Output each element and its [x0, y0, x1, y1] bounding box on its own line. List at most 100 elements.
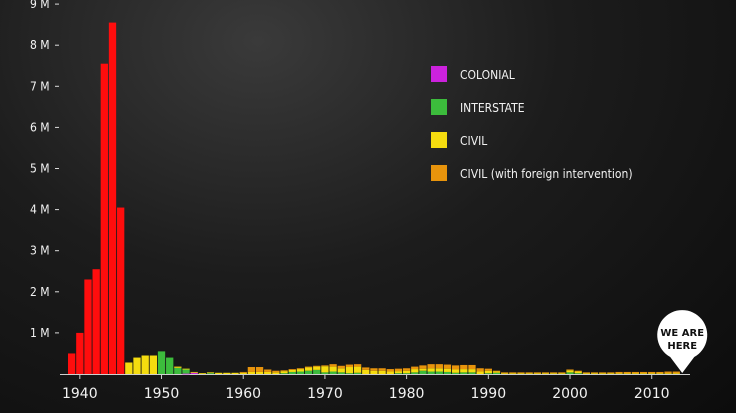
x-tick-label: 1980 — [389, 386, 425, 402]
bar-segment-civil-1962 — [255, 371, 264, 374]
x-tick-label: 1940 — [62, 386, 98, 402]
bar-segment-civil-1964 — [272, 372, 280, 374]
bar-segment-civil-1986 — [451, 369, 460, 373]
y-tick-label: 1 M — [30, 326, 50, 340]
bar-segment-civil-1996 — [533, 373, 541, 374]
bar-segment-civil-1970 — [321, 366, 329, 373]
bar-segment-civil-foreign-1991 — [492, 370, 501, 372]
bar-segment-civil-foreign-1997 — [541, 372, 550, 374]
bar-segment-interstate-1969 — [313, 369, 321, 374]
bar-segment-civil-foreign-1975 — [362, 367, 370, 370]
bar-segment-civil-1958 — [223, 372, 231, 374]
bar-segment-interstate-1986 — [451, 372, 460, 374]
bar-segment-interstate-1965 — [280, 373, 288, 374]
legend-label: COLONIAL — [460, 68, 515, 82]
bar-segment-civil-foreign-2001 — [574, 370, 582, 372]
bar-segment-civil-foreign-1987 — [460, 364, 468, 370]
bar-segment-interstate-2000 — [566, 372, 574, 374]
bar-segment-civil-1985 — [443, 368, 452, 372]
bar-segment-civil-1961 — [247, 371, 256, 374]
bar-segment-civil-foreign-1971 — [329, 364, 337, 367]
bar-segment-colonial-1953 — [182, 373, 190, 375]
bar-segment-civil-1960 — [239, 372, 247, 374]
y-tick-label: 9 M — [30, 0, 50, 11]
bar-segment-civil-2011 — [656, 373, 664, 374]
bar-segment-civil-foreign-1976 — [370, 368, 378, 371]
bar-segment-civil-1947 — [133, 357, 141, 374]
bar-segment-interstate-1987 — [460, 372, 468, 374]
bar-segment-civil-2006 — [615, 373, 623, 374]
bar-segment-civil-foreign-1978 — [386, 369, 394, 372]
x-tick-label: 1960 — [225, 386, 261, 402]
bar-segment-civil-foreign-1988 — [468, 364, 476, 370]
x-axis: 1940 1950 1960 1970 1980 1990 2000 2010 — [60, 374, 690, 402]
y-tick-label: 4 M — [30, 203, 50, 217]
bar-segment-civil-1973 — [345, 367, 354, 374]
bar-segment-civil-foreign-2002 — [582, 372, 591, 374]
y-tick-label: 5 M — [30, 162, 50, 176]
bar-segment-civil-2000 — [566, 370, 574, 373]
y-tick-label: 2 M — [30, 285, 50, 299]
bar-segment-civil-1971 — [329, 366, 337, 372]
bar-segment-civil-1983 — [427, 368, 435, 372]
bar-segment-civil-1965 — [280, 371, 288, 374]
bar-segment-interstate-1991 — [492, 372, 501, 374]
bar-segment-interstate-1973 — [345, 373, 354, 374]
bar-segment-civil-1992 — [501, 373, 509, 374]
bar-segment-civil-foreign-2004 — [599, 372, 607, 374]
bar-segment-interstate-1983 — [427, 371, 435, 374]
bar-segment-civil-1999 — [558, 373, 566, 374]
bar-segment-civil-foreign-1969 — [313, 365, 321, 367]
bar-segment-colonial-1954 — [190, 372, 198, 374]
bar-segment-interstate-1970 — [321, 372, 329, 374]
bar-segment-civil-1952 — [174, 366, 182, 368]
bar-segment-civil-foreign-1970 — [321, 365, 329, 367]
x-tick-label: 1950 — [144, 386, 180, 402]
bar-segment-civil-foreign-1979 — [394, 368, 403, 372]
bar-segment-interstate-1984 — [435, 371, 443, 374]
bar-ww2-1945 — [117, 207, 125, 374]
bar-segment-interstate-1952 — [174, 367, 182, 374]
marker-label-line1: WE ARE — [660, 328, 704, 339]
bar-segment-civil-1972 — [337, 368, 345, 373]
bar-ww2-1939 — [68, 353, 76, 374]
legend-swatch — [431, 165, 447, 181]
bar-segment-civil-1955 — [198, 373, 207, 374]
bar-segment-civil-1946 — [125, 362, 133, 374]
bar-segment-civil-1956 — [206, 372, 215, 374]
we-are-here-marker: WE ARE HERE — [657, 310, 708, 373]
bar-segment-interstate-1990 — [484, 373, 492, 374]
bar-segment-civil-1948 — [141, 355, 149, 374]
bar-segment-civil-1953 — [182, 368, 190, 370]
bar-segment-civil-foreign-2011 — [656, 371, 664, 374]
y-tick-label: 3 M — [30, 244, 50, 258]
bar-segment-civil-1954 — [190, 371, 198, 373]
bar-segment-civil-2001 — [574, 371, 582, 374]
bar-segment-civil-foreign-1967 — [296, 368, 305, 370]
bar-segment-civil-foreign-1999 — [558, 372, 566, 374]
marker-label-line2: HERE — [667, 341, 697, 352]
bars-layer — [68, 22, 680, 375]
bar-segment-civil-foreign-1972 — [337, 365, 345, 369]
bar-segment-civil-1991 — [492, 371, 501, 373]
bar-segment-civil-1959 — [231, 372, 239, 374]
bar-segment-interstate-1972 — [337, 372, 345, 374]
bar-segment-civil-1976 — [370, 370, 378, 374]
bar-segment-civil-foreign-1994 — [517, 372, 525, 374]
bar-segment-interstate-1981 — [411, 372, 419, 374]
bar-segment-interstate-1971 — [329, 371, 337, 374]
bar-segment-civil-1989 — [476, 371, 484, 374]
legend-swatch — [431, 132, 447, 148]
bar-segment-interstate-1950 — [157, 351, 166, 374]
bar-segment-civil-foreign-1984 — [435, 364, 443, 369]
bar-segment-civil-1980 — [402, 370, 411, 374]
bar-segment-civil-2009 — [639, 373, 648, 374]
bar-segment-civil-foreign-1965 — [280, 370, 288, 372]
bar-segment-civil-1981 — [411, 369, 419, 373]
bar-segment-civil-foreign-2008 — [631, 371, 640, 374]
bar-segment-civil-1994 — [517, 373, 525, 374]
bar-segment-civil-1984 — [435, 368, 443, 372]
bar-segment-civil-2003 — [590, 373, 599, 374]
